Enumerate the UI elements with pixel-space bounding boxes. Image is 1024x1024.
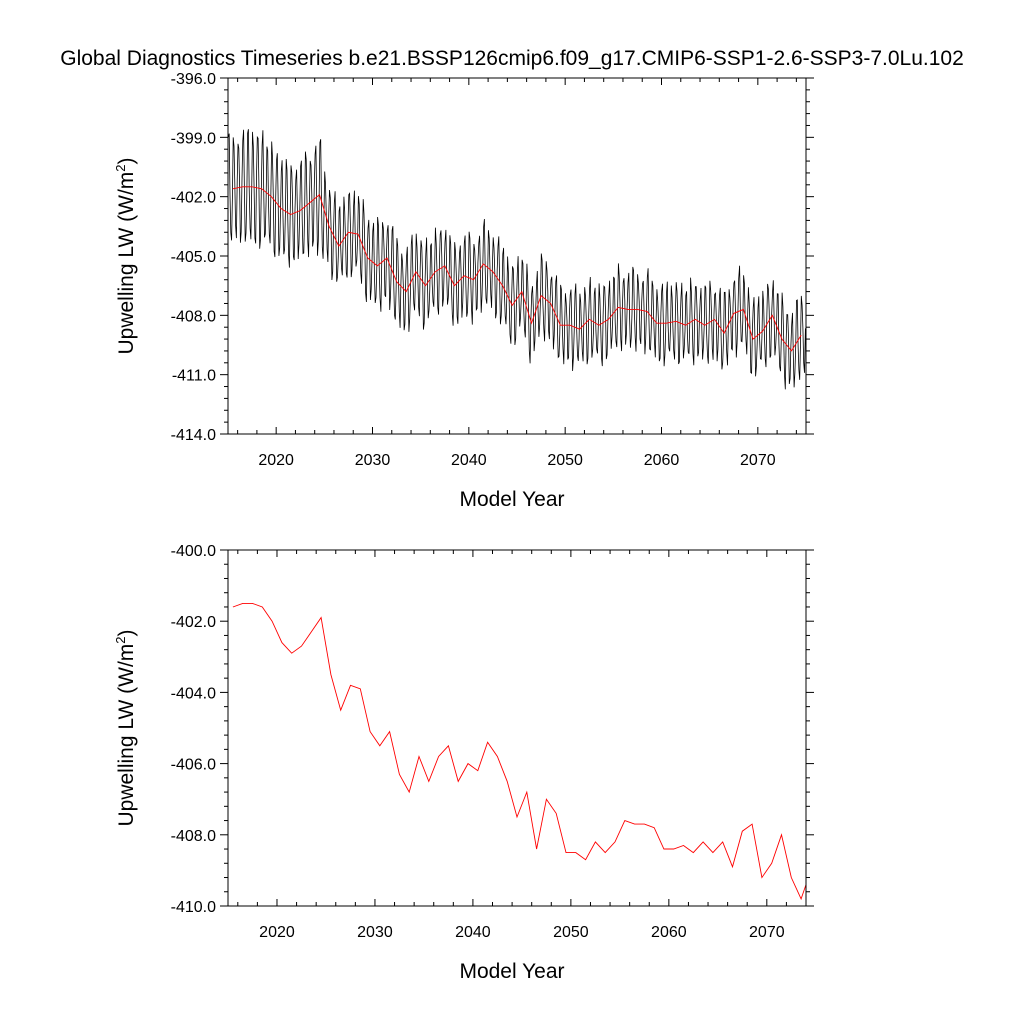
bottom-x-axis-title: Model Year <box>459 960 564 983</box>
top-y-tick-label: -405.0 <box>171 249 216 266</box>
top-x-tick-label: 2040 <box>451 452 487 469</box>
top-series-group <box>228 129 806 390</box>
bottom-y-axis-title-close: ) <box>115 629 138 636</box>
top-panel: 2020 2030 2040 2050 2060 2070 -396.0 -399.0 -402… <box>113 71 814 511</box>
bottom-y-tick-label: -410.0 <box>171 899 216 916</box>
bottom-panel: 2020 2030 2040 2050 2060 2070 -400.0 -402.0 -404… <box>113 543 814 983</box>
bottom-x-tick-label: 2050 <box>553 924 589 941</box>
bottom-x-tick-label: 2030 <box>357 924 393 941</box>
top-y-tick-label: -408.0 <box>171 308 216 325</box>
top-x-tick-label: 2020 <box>258 452 294 469</box>
top-plot-frame <box>227 77 807 435</box>
top-y-axis-title-close: ) <box>115 157 138 164</box>
bottom-plot-frame <box>227 549 807 907</box>
bottom-x-tick-label: 2040 <box>455 924 491 941</box>
top-x-tick-label: 2050 <box>547 452 583 469</box>
top-y-axis-title-main: Upwelling LW (W/m <box>115 172 138 355</box>
top-annual-series-line <box>232 186 802 352</box>
top-y-tick-label: -399.0 <box>171 130 216 147</box>
main-title: Global Diagnostics Timeseries b.e21.BSSP… <box>60 47 964 70</box>
bottom-y-tick-label: -402.0 <box>171 614 216 631</box>
bottom-x-tick-label: 2020 <box>259 924 295 941</box>
bottom-y-tick-label: -406.0 <box>171 757 216 774</box>
top-y-tick-label: -402.0 <box>171 190 216 207</box>
top-ticks: 2020 2030 2040 2050 2060 2070 -396.0 -399.0 -402… <box>171 71 814 469</box>
bottom-annual-series-line <box>232 602 806 901</box>
top-monthly-series-line <box>228 129 806 390</box>
bottom-x-tick-label: 2070 <box>749 924 785 941</box>
top-x-tick-label: 2070 <box>740 452 776 469</box>
bottom-ticks: 2020 2030 2040 2050 2060 2070 -400.0 -402.0 -404… <box>171 543 814 941</box>
top-y-tick-label: -411.0 <box>172 368 216 385</box>
bottom-plot-area <box>232 602 806 901</box>
top-x-tick-label: 2030 <box>355 452 391 469</box>
top-y-tick-label: -396.0 <box>171 71 216 88</box>
top-x-axis-title: Model Year <box>459 488 564 511</box>
bottom-y-axis-title: Upwelling LW (W/m2) <box>113 629 138 826</box>
bottom-y-axis-title-main: Upwelling LW (W/m <box>115 644 138 827</box>
bottom-x-tick-label: 2060 <box>651 924 687 941</box>
bottom-y-tick-label: -404.0 <box>171 685 216 702</box>
bottom-y-tick-label: -408.0 <box>171 828 216 845</box>
top-plot-area <box>228 129 806 390</box>
top-y-axis-title-sup: 2 <box>113 164 128 171</box>
bottom-y-tick-label: -400.0 <box>171 543 216 560</box>
bottom-series-group <box>232 602 806 901</box>
bottom-y-axis-title-sup: 2 <box>113 636 128 643</box>
top-y-axis-title: Upwelling LW (W/m2) <box>113 157 138 354</box>
top-x-tick-label: 2060 <box>644 452 680 469</box>
top-y-tick-label: -414.0 <box>171 427 216 444</box>
